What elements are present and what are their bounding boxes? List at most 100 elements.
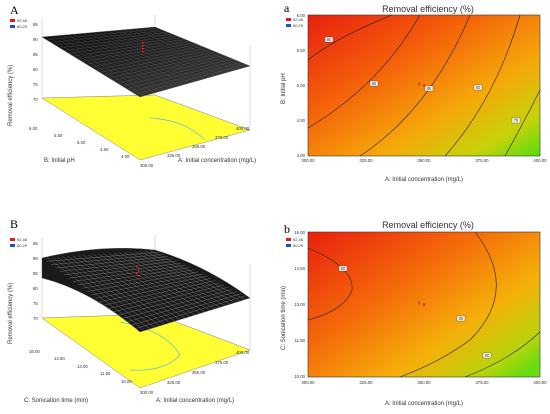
- z-tick: 95: [33, 22, 38, 27]
- chart-title: Removal efficiency (%): [382, 220, 474, 230]
- z-tick: 80: [33, 286, 38, 291]
- z-tick: 90: [33, 256, 38, 261]
- mesh-line: [108, 282, 220, 309]
- y-ticks: 6.00 5.50 5.00 4.50 4.00: [29, 126, 130, 159]
- legend-low: 60.29: [293, 243, 304, 248]
- mesh-line: [99, 49, 212, 73]
- y-axis-label: C: Sonication time (min): [281, 286, 287, 350]
- z-tick: 75: [33, 82, 38, 87]
- panel-letter: a: [284, 1, 290, 15]
- y-tick: 16.00: [294, 230, 305, 235]
- z-axis-label: Removal efficiency (%): [8, 65, 14, 126]
- contour-label: 75: [514, 118, 519, 123]
- x-tick: 350.00: [417, 380, 431, 385]
- contour-label: 90: [341, 266, 346, 271]
- x-tick: 325.00: [167, 380, 181, 385]
- response-surface: [41, 248, 251, 333]
- mesh-line: [99, 278, 212, 302]
- mesh-line: [134, 251, 231, 305]
- x-tick: 375.00: [215, 135, 229, 140]
- x-ticks: 300.00 325.00 350.00 375.00 400.00: [301, 380, 547, 385]
- x-tick: 400.00: [236, 126, 250, 131]
- design-points: [136, 266, 140, 277]
- panel-letter: B: [10, 217, 18, 231]
- mesh-line: [113, 55, 225, 81]
- x-axis-label: A: Initial concentration (mg/L): [385, 401, 463, 407]
- response-surface: [41, 26, 251, 98]
- legend-low: 60.29: [293, 23, 304, 28]
- y-axis-label: B: Initial pH: [281, 73, 287, 104]
- x-tick: 350.00: [192, 370, 206, 375]
- y-tick: 5.00: [77, 140, 86, 145]
- legend-low: 60.29: [17, 243, 28, 248]
- y-tick: 5.50: [297, 48, 306, 53]
- mesh-line: [117, 57, 229, 84]
- mesh-line: [104, 280, 216, 306]
- y-tick: 4.50: [297, 118, 306, 123]
- floor: [41, 94, 251, 161]
- mesh-line: [126, 291, 238, 323]
- z-ticks: 95 90 85 80 75 70: [33, 241, 38, 321]
- y-tick: 11.50: [100, 371, 111, 376]
- contour-lines: [307, 231, 541, 378]
- x-tick: 375.00: [475, 158, 489, 163]
- mesh-line: [108, 30, 206, 79]
- mesh-line: [124, 29, 221, 75]
- panel-b: b Removal efficiency (%) 92.46 60.29 90 …: [281, 220, 547, 407]
- x-ticks: 300.00 325.00 350.00 375.00 400.00: [140, 350, 250, 395]
- center-point: [423, 84, 425, 87]
- x-tick: 350.00: [192, 144, 206, 149]
- x-axis-label: A: Initial concentration (mg/L): [385, 177, 463, 183]
- mesh-line: [117, 286, 229, 316]
- x-tick: 325.00: [359, 380, 373, 385]
- contour-label: 85: [459, 316, 464, 321]
- z-tick: 85: [33, 52, 38, 57]
- mesh-line: [149, 250, 246, 300]
- y-tick: 6.00: [297, 13, 306, 18]
- x-tick: 400.00: [533, 380, 547, 385]
- x-tick: 300.00: [140, 390, 154, 395]
- mesh-line: [129, 29, 226, 74]
- mesh-line: [131, 62, 242, 92]
- mesh-line: [144, 27, 241, 69]
- mesh-line: [149, 27, 246, 68]
- mesh-line: [135, 64, 246, 95]
- contour-label: 80: [485, 353, 490, 358]
- contour-label: 80: [476, 85, 481, 90]
- y-tick: 4.00: [297, 153, 306, 158]
- mesh-line: [139, 250, 236, 303]
- mesh-line: [103, 31, 201, 81]
- mesh-line: [129, 251, 226, 306]
- mesh-line: [139, 28, 236, 71]
- center-point: [423, 303, 425, 306]
- x-tick: 300.00: [301, 380, 315, 385]
- legend: 92.46 60.29: [286, 237, 304, 248]
- x-tick: 375.00: [475, 380, 489, 385]
- panel-B: B 92.46 60.29 95 90 85 80 75 70: [8, 217, 251, 404]
- x-ticks: 300.00 325.00 350.00 375.00 400.00: [301, 158, 547, 163]
- x-ticks: 300.00 325.00 350.00 375.00 400.00: [140, 126, 250, 168]
- mesh-line: [104, 51, 216, 76]
- legend-low: 60.29: [17, 24, 28, 29]
- y-axis-label: C: Sonication time (min): [24, 398, 88, 404]
- z-tick: 90: [33, 37, 38, 42]
- mesh-line: [126, 60, 238, 89]
- y-tick: 10.00: [294, 374, 305, 379]
- mesh-line: [95, 276, 207, 299]
- mesh-line: [118, 30, 216, 76]
- y-ticks: 10.00 11.50 13.00 14.50 16.00: [294, 230, 305, 379]
- z-tick: 75: [33, 301, 38, 306]
- mesh-line: [90, 46, 203, 68]
- z-tick: 95: [33, 241, 38, 246]
- panel-letter: b: [284, 222, 290, 236]
- mesh-line: [122, 58, 233, 87]
- legend-high: 92.46: [17, 18, 28, 23]
- legend-high: 92.46: [293, 237, 304, 242]
- y-ticks: 16.00 14.50 13.00 11.50 10.00: [29, 349, 132, 384]
- y-tick: 6.00: [29, 126, 38, 131]
- mesh-line: [144, 250, 241, 302]
- mesh-line: [103, 253, 201, 314]
- mesh-line: [108, 253, 206, 313]
- center-point-label: 6: [418, 301, 421, 306]
